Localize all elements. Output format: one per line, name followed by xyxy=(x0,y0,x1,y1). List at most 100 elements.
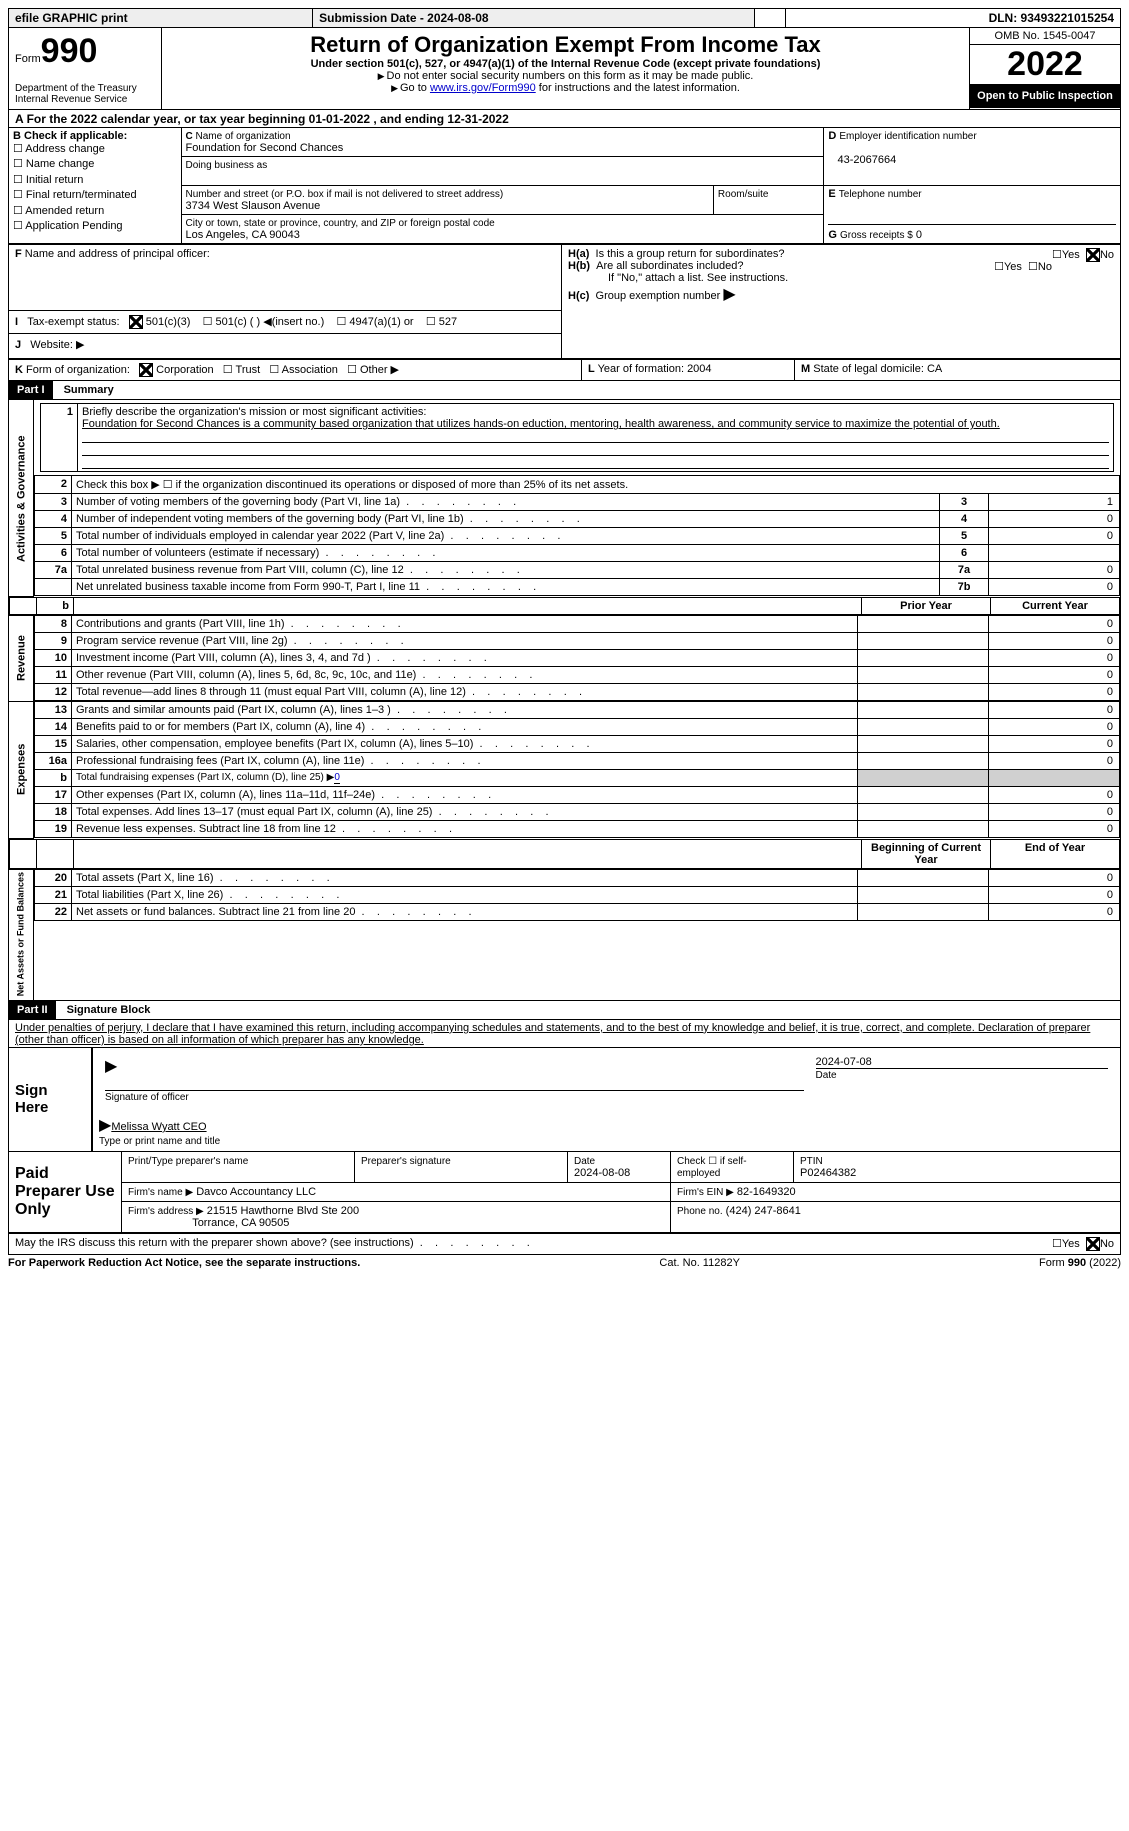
discuss-row: May the IRS discuss this return with the… xyxy=(8,1233,1121,1255)
tax-year: 2022 xyxy=(970,45,1120,84)
date-lbl: Date xyxy=(816,1070,837,1081)
line-2: Check this box ▶ ☐ if the organization d… xyxy=(72,476,1120,494)
print-lbl: Print/Type preparer's name xyxy=(128,1156,248,1167)
gross-receipts: 0 xyxy=(916,229,922,241)
part1-body: Activities & Governance 1 Briefly descri… xyxy=(8,400,1121,1001)
line-a: For the 2022 calendar year, or tax year … xyxy=(27,112,509,126)
sub3-pre: Go to xyxy=(400,82,430,94)
dln: DLN: 93493221015254 xyxy=(785,9,1120,28)
f-lbl: Name and address of principal officer: xyxy=(25,248,210,260)
hc: Group exemption number xyxy=(596,290,721,302)
i-lbl: Tax-exempt status: xyxy=(27,316,119,328)
sign-here: Sign Here xyxy=(9,1047,93,1151)
side-na: Net Assets or Fund Balances xyxy=(9,869,34,1000)
no: No xyxy=(1100,249,1114,261)
j-lbl: Website: ▶ xyxy=(30,339,84,351)
sig-off-lbl: Signature of officer xyxy=(105,1092,189,1103)
yes2: Yes xyxy=(1004,261,1022,273)
firm-name: Davco Accountancy LLC xyxy=(196,1186,316,1198)
dept: Department of the Treasury Internal Reve… xyxy=(15,83,155,105)
e-lbl: Telephone number xyxy=(839,189,922,200)
city-lbl: City or town, state or province, country… xyxy=(186,218,495,229)
side-rev: Revenue xyxy=(9,615,34,701)
discuss-q: May the IRS discuss this return with the… xyxy=(15,1237,414,1249)
no2: No xyxy=(1038,261,1052,273)
paid-preparer: Paid Preparer Use Only Print/Type prepar… xyxy=(8,1151,1121,1233)
declaration: Under penalties of perjury, I declare th… xyxy=(8,1020,1121,1048)
phone: (424) 247-8641 xyxy=(726,1205,801,1217)
foot-left: For Paperwork Reduction Act Notice, see … xyxy=(8,1257,360,1269)
sub3-post: for instructions and the latest informat… xyxy=(536,82,740,94)
part2-hdr: Part II xyxy=(9,1001,56,1019)
form-header: Form990 Department of the Treasury Inter… xyxy=(8,27,1121,110)
firm-addr-lbl: Firm's address ▶ xyxy=(128,1206,204,1217)
firm-addr: 21515 Hawthorne Blvd Ste 200 xyxy=(207,1205,359,1217)
submission-date: Submission Date - 2024-08-08 xyxy=(313,9,754,28)
curr-year-hdr: Current Year xyxy=(991,597,1120,614)
foot-right: Form 990 (2022) xyxy=(1039,1257,1121,1269)
form-label: Form xyxy=(15,53,41,65)
m-lbl: State of legal domicile: xyxy=(813,363,924,375)
officer-name: Melissa Wyatt CEO xyxy=(111,1121,206,1133)
top-bar: efile GRAPHIC print Submission Date - 20… xyxy=(8,8,1121,28)
prior-year-hdr: Prior Year xyxy=(862,597,991,614)
mission: Foundation for Second Chances is a commu… xyxy=(82,418,1000,430)
check-se: Check ☐ if self-employed xyxy=(677,1156,747,1179)
yes: Yes xyxy=(1062,249,1080,261)
subtitle-1: Under section 501(c), 527, or 4947(a)(1)… xyxy=(168,58,963,70)
sig-date: 2024-07-08 xyxy=(816,1056,1109,1069)
room-lbl: Room/suite xyxy=(718,189,769,200)
side-exp: Expenses xyxy=(9,701,34,838)
dba-lbl: Doing business as xyxy=(186,160,268,171)
city: Los Angeles, CA 90043 xyxy=(186,229,300,241)
year-formation: 2004 xyxy=(687,363,711,375)
k-lbl: Form of organization: xyxy=(26,364,130,376)
street-lbl: Number and street (or P.O. box if mail i… xyxy=(186,189,504,200)
part1-hdr: Part I xyxy=(9,381,53,399)
l-lbl: Year of formation: xyxy=(598,363,684,375)
hb-note: If "No," attach a list. See instructions… xyxy=(568,272,1114,284)
irs-link[interactable]: www.irs.gov/Form990 xyxy=(430,82,536,94)
ein: 43-2067664 xyxy=(838,154,897,166)
side-ag: Activities & Governance xyxy=(9,400,34,596)
subtitle-2: Do not enter social security numbers on … xyxy=(387,70,754,82)
beg-year-hdr: Beginning of Current Year xyxy=(862,839,991,868)
b-label: Check if applicable: xyxy=(24,130,127,142)
prep-date-lbl: Date xyxy=(574,1156,595,1167)
foot-mid: Cat. No. 11282Y xyxy=(659,1257,740,1269)
firm-ein: 82-1649320 xyxy=(737,1186,796,1198)
form-title: Return of Organization Exempt From Incom… xyxy=(168,32,963,58)
part2-title: Signature Block xyxy=(59,1004,151,1016)
g-lbl: Gross receipts $ xyxy=(840,230,913,241)
open-inspection: Open to Public Inspection xyxy=(970,84,1120,108)
efile-button[interactable]: efile GRAPHIC print xyxy=(9,9,313,28)
street: 3734 West Slauson Avenue xyxy=(186,200,321,212)
c-name-lbl: Name of organization xyxy=(196,131,291,142)
signature-section: Sign Here ▶Signature of officer 2024-07-… xyxy=(8,1047,1121,1152)
omb-number: OMB No. 1545-0047 xyxy=(970,28,1120,45)
no-checked-icon xyxy=(1086,248,1100,262)
spacer xyxy=(754,9,785,28)
firm-city: Torrance, CA 90505 xyxy=(192,1217,289,1229)
firm-name-lbl: Firm's name ▶ xyxy=(128,1187,193,1198)
firm-ein-lbl: Firm's EIN ▶ xyxy=(677,1187,734,1198)
form-number: 990 xyxy=(41,32,98,70)
identity-section: B Check if applicable: ☐ Address change☐… xyxy=(8,127,1121,244)
phone-lbl: Phone no. xyxy=(677,1206,723,1217)
hb: Are all subordinates included? xyxy=(596,260,743,272)
ptin-lbl: PTIN xyxy=(800,1156,823,1167)
d-lbl: Employer identification number xyxy=(839,131,976,142)
klm-section: K Form of organization: Corporation ☐ Tr… xyxy=(8,359,1121,381)
domicile: CA xyxy=(927,363,942,375)
fh-section: F Name and address of principal officer:… xyxy=(8,244,1121,359)
prep-date: 2024-08-08 xyxy=(574,1167,630,1179)
no-checked-icon xyxy=(1086,1237,1100,1251)
d-no: No xyxy=(1100,1238,1114,1250)
paid-lbl: Paid Preparer Use Only xyxy=(9,1151,122,1232)
d-yes: Yes xyxy=(1062,1238,1080,1250)
type-lbl: Type or print name and title xyxy=(99,1136,220,1147)
l1-lbl: Briefly describe the organization's miss… xyxy=(82,406,426,418)
part1-title: Summary xyxy=(56,384,114,396)
ha: Is this a group return for subordinates? xyxy=(596,248,785,260)
end-year-hdr: End of Year xyxy=(991,839,1120,868)
